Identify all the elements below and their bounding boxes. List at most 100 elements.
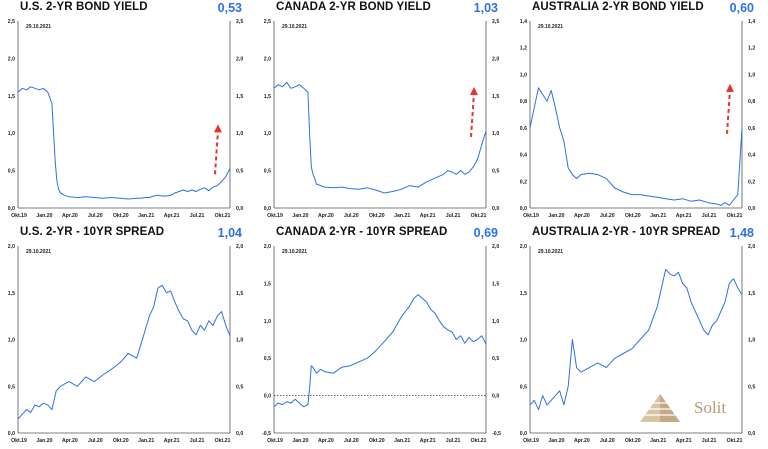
y-tick-label-right: 2,5: [492, 19, 499, 25]
x-tick-label: Okt.19: [267, 213, 283, 219]
x-tick-label: Jan.21: [394, 438, 410, 444]
x-tick-label: Jul.21: [190, 213, 205, 219]
series-line: [529, 268, 743, 411]
y-tick-label: 0,4: [520, 153, 527, 159]
y-tick-label: 1,5: [8, 291, 15, 297]
chart-svg: 0,0 0,0 0,5 0,5 1,0 1,0 1,5 1,5 2,0 2,0 2,5 2,5 Okt.…: [8, 19, 244, 219]
y-tick-label: 1,5: [520, 291, 527, 297]
y-tick-label-right: 2,0: [236, 244, 243, 250]
pyramid-icon: [640, 394, 680, 422]
y-tick-label: 0,8: [520, 99, 527, 105]
y-tick-label: 2,0: [264, 244, 271, 250]
y-tick-label-right: 0,5: [492, 169, 499, 175]
trend-arrow-head: [470, 86, 478, 95]
x-tick-label: Okt.20: [369, 213, 385, 219]
x-tick-label: Jan.20: [548, 438, 564, 444]
chart-date: 29.10.2021: [282, 249, 308, 255]
y-tick-label-right: 2,0: [492, 56, 499, 62]
y-tick-label-right: 1,4: [748, 19, 755, 25]
y-tick-label: 0,0: [264, 394, 271, 400]
x-tick-label: Okt.19: [267, 438, 283, 444]
x-tick-label: Jan.21: [650, 438, 666, 444]
x-tick-label: Okt.21: [215, 438, 231, 444]
y-tick-label-right: 1,0: [748, 72, 755, 78]
y-tick-label-right: 0,0: [748, 206, 755, 212]
chart-panel: CANADA 2-YR BOND YIELD 1,03 29.10.2021 0,0 0…: [256, 0, 512, 224]
y-tick-label: 1,0: [520, 72, 527, 78]
y-tick-label: 0,5: [264, 356, 271, 362]
chart-date: 29.10.2021: [26, 249, 52, 255]
y-tick-label-right: 0,5: [236, 384, 243, 390]
y-tick-label-right: 1,0: [236, 131, 243, 137]
y-tick-label-right: 0,2: [748, 179, 755, 185]
trend-arrow-head: [214, 124, 222, 133]
trend-arrow: [214, 130, 219, 175]
x-tick-label: Jul.20: [88, 438, 103, 444]
series-line: [273, 294, 487, 408]
y-tick-label-right: 1,2: [748, 46, 755, 52]
chart-svg: 0,0 0,0 0,5 0,5 1,0 1,0 1,5 1,5 2,0 2,0 Okt.19 Jan.…: [520, 244, 756, 444]
x-tick-label: Jul.21: [446, 438, 461, 444]
chart-date: 29.10.2021: [282, 24, 308, 30]
y-tick-label: 0,0: [8, 431, 15, 437]
trend-arrow: [726, 89, 731, 134]
current-value: 0,60: [729, 1, 754, 15]
chart-panel: AUSTRALIA 2-YR - 10YR SPREAD 1,48 29.10.20…: [512, 225, 768, 449]
x-tick-label: Apr.21: [164, 213, 180, 219]
chart-svg: -0,5 -0,5 0,0 0,0 0,5 0,5 1,0 1,0 1,5 1,5 2,0 2,0 Ok…: [262, 244, 501, 444]
y-tick-label: 2,5: [264, 19, 271, 25]
x-tick-label: Okt.19: [523, 213, 539, 219]
chart-date: 29.10.2021: [538, 24, 564, 30]
chart-svg: 0,0 0,0 0,5 0,5 1,0 1,0 1,5 1,5 2,0 2,0 Okt.19 Jan.…: [8, 244, 244, 444]
y-tick-label: 1,0: [264, 131, 271, 137]
x-tick-label: Jan.21: [138, 213, 154, 219]
x-tick-label: Jan.20: [36, 438, 52, 444]
x-tick-label: Apr.20: [62, 438, 78, 444]
current-value: 0,69: [473, 226, 498, 240]
chart-title: CANADA 2-YR - 10YR SPREAD: [276, 226, 448, 238]
x-tick-label: Apr.20: [574, 213, 590, 219]
y-tick-label-right: 2,0: [748, 244, 755, 250]
y-tick-label: 0,5: [8, 384, 15, 390]
y-tick-label-right: 2,0: [236, 56, 243, 62]
x-tick-label: Apr.21: [420, 438, 436, 444]
y-tick-label-right: 1,0: [236, 338, 243, 344]
x-tick-label: Jul.20: [344, 213, 359, 219]
y-tick-label-right: 0,5: [748, 384, 755, 390]
y-tick-label-right: -0,5: [492, 431, 501, 437]
x-tick-label: Jul.21: [190, 438, 205, 444]
y-tick-label-right: 0,5: [492, 356, 499, 362]
x-tick-label: Jul.20: [344, 438, 359, 444]
chart-title: AUSTRALIA 2-YR BOND YIELD: [532, 1, 704, 13]
y-tick-label: 0,0: [520, 206, 527, 212]
series-line: [273, 81, 487, 194]
y-tick-label: 0,0: [520, 431, 527, 437]
x-tick-label: Apr.21: [420, 213, 436, 219]
y-tick-label-right: 0,4: [748, 153, 755, 159]
y-tick-label: 1,5: [264, 94, 271, 100]
x-tick-label: Jul.21: [702, 438, 717, 444]
y-tick-label: 1,0: [8, 338, 15, 344]
y-tick-label-right: 0,6: [748, 126, 755, 132]
y-tick-label-right: 1,5: [748, 291, 755, 297]
y-tick-label: 1,0: [8, 131, 15, 137]
x-tick-label: Jul.20: [88, 213, 103, 219]
x-tick-label: Okt.20: [113, 213, 129, 219]
chart-date: 29.10.2021: [538, 249, 564, 255]
x-tick-label: Okt.21: [727, 438, 743, 444]
y-tick-label-right: 0,0: [748, 431, 755, 437]
x-tick-label: Apr.20: [318, 213, 334, 219]
x-tick-label: Apr.21: [164, 438, 180, 444]
y-tick-label: 0,0: [264, 206, 271, 212]
y-tick-label: 0,0: [8, 206, 15, 212]
y-tick-label: 2,5: [8, 19, 15, 25]
x-tick-label: Apr.21: [676, 438, 692, 444]
x-tick-label: Okt.21: [727, 213, 743, 219]
chart-panel: CANADA 2-YR - 10YR SPREAD 0,69 29.10.2021 -…: [256, 225, 512, 449]
x-tick-label: Okt.19: [11, 213, 27, 219]
x-tick-label: Okt.21: [471, 438, 487, 444]
chart-panel: U.S. 2-YR - 10YR SPREAD 1,04 29.10.2021 0,0…: [0, 225, 256, 449]
y-tick-label: 0,6: [520, 126, 527, 132]
x-tick-label: Jul.21: [702, 213, 717, 219]
